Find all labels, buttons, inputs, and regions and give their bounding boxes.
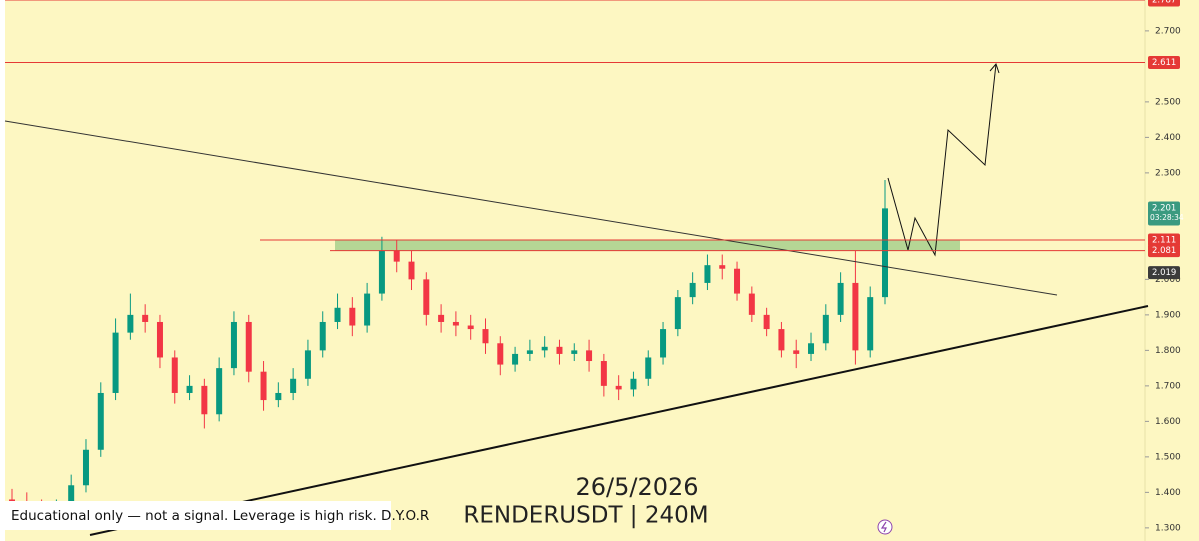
candle-body xyxy=(808,343,815,354)
disclaimer-box xyxy=(5,501,391,530)
candle-body xyxy=(645,357,652,379)
trendline-up xyxy=(89,305,1149,536)
projection-path xyxy=(887,63,997,257)
price-tag-label: 2.081 xyxy=(1152,246,1176,256)
event-icon-bolt xyxy=(880,521,887,533)
candle-body xyxy=(304,350,311,379)
candle-body xyxy=(497,343,504,365)
candle-body xyxy=(127,314,134,333)
candle-body xyxy=(290,378,297,393)
candle-body xyxy=(571,350,578,354)
candle-body xyxy=(364,293,371,326)
price-tag xyxy=(1148,55,1180,69)
candle-body xyxy=(275,392,282,401)
event-icon xyxy=(877,519,893,535)
candle-body xyxy=(171,357,178,393)
candle-body xyxy=(186,385,193,393)
candle-body xyxy=(704,265,711,283)
price-tag xyxy=(1148,201,1180,226)
candle-body xyxy=(68,485,75,507)
candle-body xyxy=(438,314,445,322)
candle-body xyxy=(482,329,489,344)
candle-body xyxy=(512,353,519,365)
candle-body xyxy=(230,321,237,369)
candle-body xyxy=(156,321,163,358)
y-tick-label: 2.700 xyxy=(1155,26,1181,36)
price-tag-label: 2.787 xyxy=(1152,0,1176,6)
candle-body xyxy=(260,371,267,401)
candles xyxy=(9,179,888,528)
candle-body xyxy=(216,368,223,415)
zone-layer xyxy=(335,239,960,251)
candle-body xyxy=(630,378,637,390)
y-tick-label: 2.300 xyxy=(1155,168,1181,178)
candle-body xyxy=(112,332,119,393)
price-tag-label: 2.201 xyxy=(1152,204,1176,214)
date-label: 26/5/2026 xyxy=(575,473,698,501)
price-tag xyxy=(1148,266,1180,280)
candle-body xyxy=(349,307,356,326)
candle-body xyxy=(556,346,563,354)
y-tick-label: 1.900 xyxy=(1155,310,1181,320)
trendline-down xyxy=(4,120,1058,296)
candle-body xyxy=(660,329,667,358)
candle-body xyxy=(867,297,874,351)
y-tick-label: 2.500 xyxy=(1155,97,1181,107)
disclaimer: Educational only — not a signal. Leverag… xyxy=(11,508,429,524)
candle-body xyxy=(778,329,785,351)
candle-body xyxy=(674,297,681,330)
candle-body xyxy=(97,392,104,450)
candle-body xyxy=(793,350,800,354)
price-tag xyxy=(1148,244,1180,258)
candle-body xyxy=(467,325,474,330)
candle-body xyxy=(423,279,430,315)
y-tick-label: 1.700 xyxy=(1155,381,1181,391)
y-tick-label: 1.600 xyxy=(1155,417,1181,427)
candle-body xyxy=(748,293,755,315)
edge xyxy=(0,0,5,541)
symbol-label: RENDERUSDT | 240M xyxy=(463,503,708,529)
candle-body xyxy=(734,268,741,294)
candle-body xyxy=(82,449,89,486)
y-tick-label: 1.800 xyxy=(1155,346,1181,356)
y-tick-label: 1.400 xyxy=(1155,488,1181,498)
price-countdown: 03:28:34 xyxy=(1150,213,1184,222)
candle-body xyxy=(689,282,696,298)
y-tick-label: 1.500 xyxy=(1155,452,1181,462)
y-tick-label: 2.000 xyxy=(1155,275,1181,285)
candle-body xyxy=(586,350,593,362)
y-tick-label: 1.300 xyxy=(1155,523,1181,533)
demand-zone xyxy=(335,239,960,251)
candle-body xyxy=(719,265,726,269)
price-tag xyxy=(1148,233,1180,247)
candle-body xyxy=(763,314,770,330)
candle-body xyxy=(541,346,548,351)
candle-body xyxy=(452,321,459,326)
candle-body xyxy=(378,250,385,294)
candle-body xyxy=(334,307,341,322)
candle-body xyxy=(245,321,252,372)
candle-body xyxy=(526,350,533,354)
price-axis: 1.300 1.400 1.500 1.600 1.700 1.800 1.900 2.000… xyxy=(5,0,1184,533)
candle-body xyxy=(615,385,622,390)
price-tag-label: 2.111 xyxy=(1152,235,1176,245)
candle-body xyxy=(408,261,415,280)
price-tag-label: 2.019 xyxy=(1152,268,1176,278)
candle-body xyxy=(600,361,607,386)
candle-body xyxy=(319,321,326,351)
candle-body xyxy=(852,282,859,351)
candle-body xyxy=(837,282,844,315)
y-tick-label: 2.400 xyxy=(1155,133,1181,143)
candle-body xyxy=(142,314,149,322)
price-tag-label: 2.611 xyxy=(1152,58,1176,68)
price-tag xyxy=(1148,0,1180,7)
projection-arrow xyxy=(989,63,1000,74)
candle-body xyxy=(882,208,888,298)
candle-body xyxy=(201,385,208,415)
candle-body xyxy=(822,314,829,344)
candle-body xyxy=(393,250,400,262)
